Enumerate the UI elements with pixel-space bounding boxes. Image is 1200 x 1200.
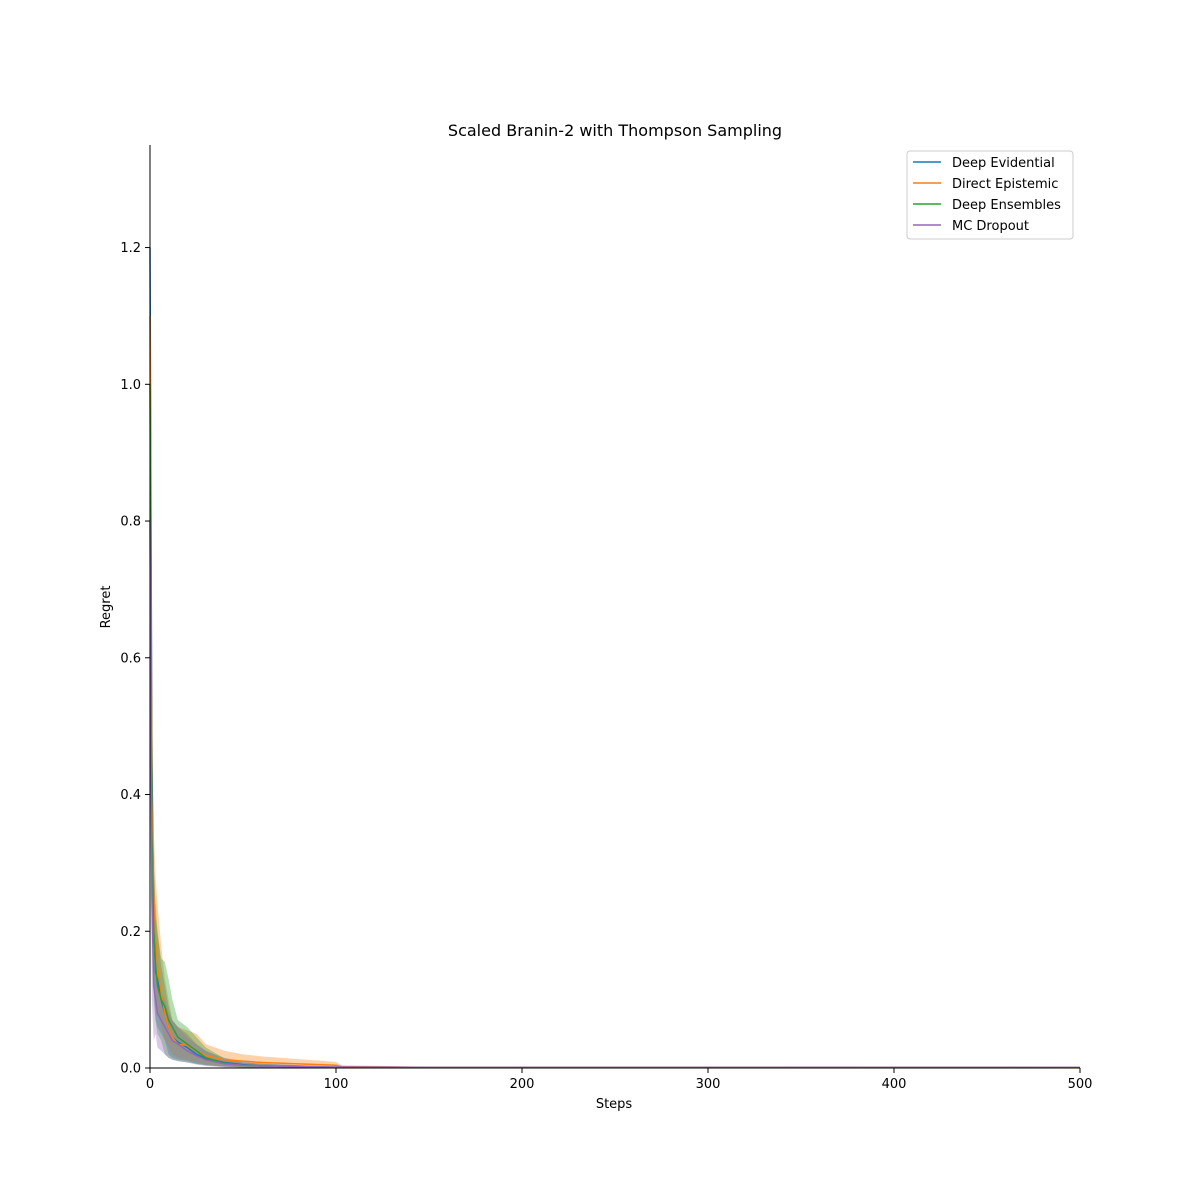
line-direct-epistemic xyxy=(149,315,1081,1069)
y-tick-label: 1.2 xyxy=(120,241,141,256)
y-tick-label: 0.6 xyxy=(120,651,141,666)
x-tick-label: 200 xyxy=(510,1077,535,1092)
axes: 0 100 200 300 400 500 0.0 0.2 0.4 0.6 0.8 1.0 1.2 xyxy=(120,145,1092,1092)
legend-box xyxy=(906,150,1074,240)
x-tick-label: 400 xyxy=(882,1077,907,1092)
band-deep-ensembles xyxy=(150,213,1080,1068)
legend-label-deep-evidential: Deep Evidential xyxy=(952,156,1055,171)
chart-title: Scaled Branin-2 with Thompson Sampling xyxy=(448,121,782,140)
y-axis-label: Regret xyxy=(99,586,114,629)
legend-label-mc-dropout: MC Dropout xyxy=(952,219,1029,234)
x-axis-label: Steps xyxy=(596,1097,633,1112)
band-direct-epistemic xyxy=(150,179,1080,1068)
line-deep-evidential xyxy=(149,247,1081,1069)
y-tick-label: 0.8 xyxy=(120,515,141,530)
x-tick-label: 0 xyxy=(146,1077,154,1092)
x-tick-label: 100 xyxy=(324,1077,349,1092)
legend-label-deep-ensembles: Deep Ensembles xyxy=(952,198,1061,213)
y-tick-label: 0.4 xyxy=(120,788,141,803)
band-deep-evidential xyxy=(150,145,1080,1068)
y-tick-label: 0.2 xyxy=(120,925,141,940)
x-tick-label: 300 xyxy=(696,1077,721,1092)
x-tick-label: 500 xyxy=(1068,1077,1093,1092)
band-mc-dropout xyxy=(150,384,1080,1068)
uncertainty-bands xyxy=(150,145,1080,1068)
legend-label-direct-epistemic: Direct Epistemic xyxy=(952,177,1058,192)
y-tick-label: 1.0 xyxy=(120,378,141,393)
line-deep-ensembles xyxy=(149,384,1081,1069)
y-tick-label: 0.0 xyxy=(120,1062,141,1077)
legend: Deep Evidential Direct Epistemic Deep Ense… xyxy=(906,150,1074,240)
line-mc-dropout xyxy=(149,521,1081,1069)
series-lines xyxy=(149,247,1081,1069)
